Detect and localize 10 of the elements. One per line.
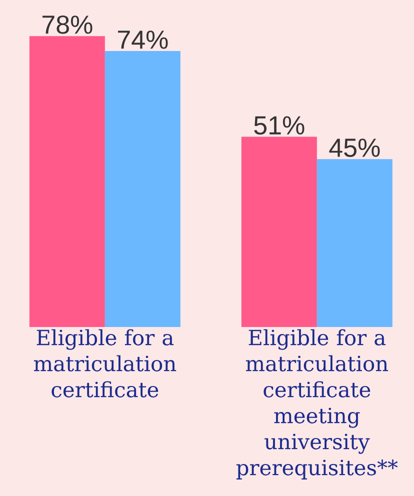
data-label: 45% [329, 138, 380, 157]
data-label: 78% [42, 15, 92, 34]
bar [316, 159, 392, 327]
data-label: 51% [254, 116, 304, 135]
x-tick-label: Eligible for a matriculation certificate meeting university prerequisites** [236, 329, 398, 480]
bar [104, 50, 180, 327]
data-label: 74% [118, 30, 168, 49]
bar [241, 136, 317, 327]
bar [29, 36, 105, 327]
x-tick-label: Eligible for a matriculation certificate [34, 329, 176, 398]
